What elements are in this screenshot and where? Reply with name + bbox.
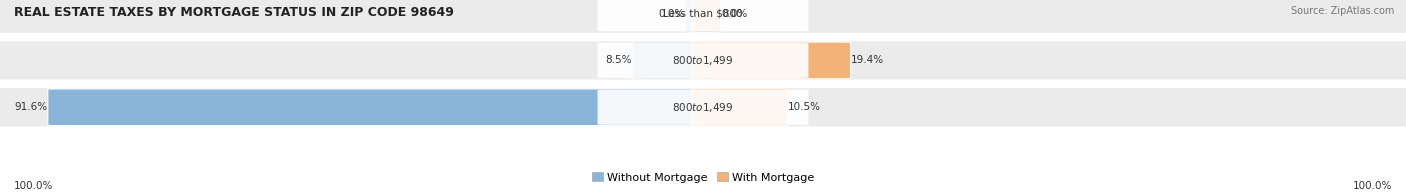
FancyBboxPatch shape	[692, 89, 787, 126]
Text: REAL ESTATE TAXES BY MORTGAGE STATUS IN ZIP CODE 98649: REAL ESTATE TAXES BY MORTGAGE STATUS IN …	[14, 6, 454, 19]
FancyBboxPatch shape	[633, 42, 714, 79]
Text: $800 to $1,499: $800 to $1,499	[672, 54, 734, 67]
FancyBboxPatch shape	[0, 0, 1406, 34]
FancyBboxPatch shape	[692, 42, 851, 79]
Text: 0.0%: 0.0%	[658, 9, 685, 19]
Legend: Without Mortgage, With Mortgage: Without Mortgage, With Mortgage	[592, 172, 814, 183]
Text: Less than $800: Less than $800	[664, 9, 742, 19]
Text: 10.5%: 10.5%	[787, 102, 821, 112]
Text: 19.4%: 19.4%	[851, 55, 884, 66]
FancyBboxPatch shape	[598, 0, 808, 31]
FancyBboxPatch shape	[692, 0, 721, 32]
FancyBboxPatch shape	[0, 87, 1406, 127]
FancyBboxPatch shape	[598, 90, 808, 125]
FancyBboxPatch shape	[685, 0, 714, 32]
Text: 100.0%: 100.0%	[1353, 181, 1392, 191]
FancyBboxPatch shape	[0, 40, 1406, 81]
Text: 91.6%: 91.6%	[14, 102, 48, 112]
Text: 8.5%: 8.5%	[606, 55, 633, 66]
Text: $800 to $1,499: $800 to $1,499	[672, 101, 734, 114]
Text: 0.0%: 0.0%	[721, 9, 748, 19]
FancyBboxPatch shape	[48, 89, 714, 126]
Text: Source: ZipAtlas.com: Source: ZipAtlas.com	[1291, 6, 1395, 16]
FancyBboxPatch shape	[598, 43, 808, 78]
Text: 100.0%: 100.0%	[14, 181, 53, 191]
